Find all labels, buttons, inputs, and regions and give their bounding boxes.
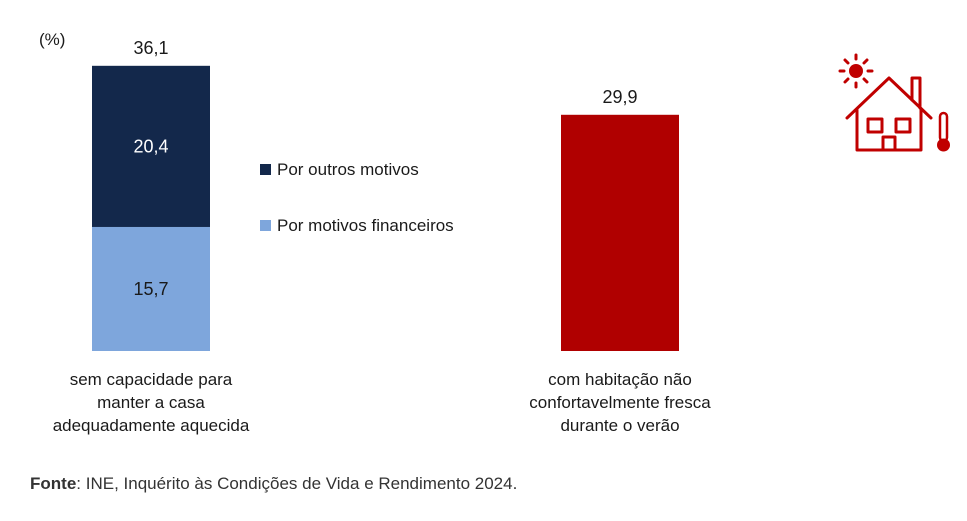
source-text: : INE, Inquérito às Condições de Vida e … — [76, 474, 518, 493]
legend-label-0: Por outros motivos — [277, 160, 419, 179]
category-label-cooling-line-1: confortavelmente fresca — [529, 393, 711, 412]
bar-cooling-series-2 — [561, 114, 679, 351]
category-label-cooling-line-0: com habitação não — [548, 370, 692, 389]
total-label-heating: 36,1 — [133, 38, 168, 58]
category-label-heating-line-1: manter a casa — [97, 393, 205, 412]
house-heat-icon — [838, 53, 950, 152]
source-note: Fonte: INE, Inquérito às Condições de Vi… — [30, 474, 517, 494]
source-label: Fonte — [30, 474, 77, 493]
bar-heating-series-1 — [92, 65, 210, 227]
data-label-heating-series-1: 20,4 — [133, 136, 168, 156]
total-label-cooling: 29,9 — [602, 87, 637, 107]
legend-swatch-0 — [260, 164, 271, 175]
category-label-heating-line-2: adequadamente aquecida — [53, 416, 250, 435]
legend-swatch-1 — [260, 220, 271, 231]
category-label-cooling-line-2: durante o verão — [560, 416, 679, 435]
legend-label-1: Por motivos financeiros — [277, 216, 454, 235]
category-label-heating-line-0: sem capacidade para — [70, 370, 233, 389]
data-label-heating-series-0: 15,7 — [133, 279, 168, 299]
unit-label: (%) — [39, 30, 65, 49]
bar-heating-series-0 — [92, 226, 210, 351]
